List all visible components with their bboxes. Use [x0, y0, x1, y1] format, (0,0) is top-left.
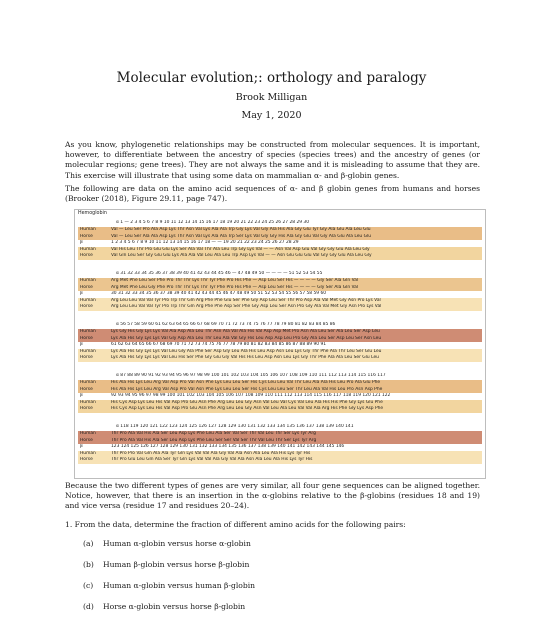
- data-intro-paragraph: The following are data on the amino acid…: [65, 184, 480, 204]
- residue-numbers: α 31 32 33 34 35 36 37 38 39 40 41 42 43…: [116, 271, 323, 276]
- sequence-row: Horse Lys Ala His Gly Lys Lys Val Gly Asp…: [78, 335, 482, 342]
- residue-numbers: α 87 88 89 90 91 92 93 94 95 96 97 98 99…: [116, 373, 386, 378]
- sequence-row: Human Val His Leu Thr Pro Glu Glu Lys Ser…: [78, 246, 482, 253]
- alignment-block: α 1 — 2 3 4 5 6 7 8 9 10 11 12 13 14 15 …: [78, 220, 482, 260]
- residue-numbers: α 56 57 58 59 60 61 62 63 64 65 66 67 68…: [116, 322, 336, 327]
- sequence-row: Human His Cys Asp Lys Leu His Val Asp Pro…: [78, 399, 482, 406]
- intro-paragraph: As you know, phylogenetic relationships …: [65, 140, 480, 180]
- sequence-row: Human Lys Ala His Gly Lys Lys Val Leu Gly…: [78, 348, 482, 355]
- sequence-row: Horse Val Gln Leu Ser Gly Glu Glu Lys Ala…: [78, 253, 482, 260]
- sequence-row: Human Lys Gly His Gly Lys Lys Val Ala Asp…: [78, 329, 482, 336]
- sequence-row: Horse Arg Leu Leu Val Val Tyr Pro Trp Thr…: [78, 304, 482, 311]
- sequence-row: Human Val — Leu Ser Pro Ala Asp Lys Thr A…: [78, 227, 482, 234]
- document-date: May 1, 2020: [241, 110, 302, 121]
- question-text: From the data, determine the fraction of…: [74, 520, 406, 529]
- figure-title: Hemoglobin: [78, 211, 107, 216]
- residue-numbers: α 118 119 120 121 122 123 124 125 126 12…: [116, 424, 354, 429]
- question-item: (d) Horse α-globin versus horse β-globin: [83, 602, 246, 611]
- sequence-row: Horse Lys Ala His Gly Lys Lys Val Leu His…: [78, 355, 482, 362]
- sequence-row: Human Thr Pro Ala Val His Ala Ser Leu Asp…: [78, 431, 482, 438]
- question-item: (a) Human α-globin versus horse α-globin: [83, 539, 251, 548]
- question-item: (c) Human α-globin versus human β-globin: [83, 581, 256, 590]
- document-title: Molecular evolution;: orthology and para…: [116, 70, 427, 86]
- alignment-block: α 87 88 89 90 91 92 93 94 95 96 97 98 99…: [78, 373, 482, 413]
- question-number: 1.: [65, 520, 73, 529]
- residue-numbers: α 1 — 2 3 4 5 6 7 8 9 10 11 12 13 14 15 …: [116, 220, 310, 225]
- sequence-row: Human His Ala His Lys Leu Arg Val Asp Pro…: [78, 380, 482, 387]
- sequence-row: Horse Arg Met Phe Leu Gly Phe Pro Thr Thr…: [78, 284, 482, 291]
- sequence-row: Human Arg Leu Leu Val Val Tyr Pro Trp Thr…: [78, 297, 482, 304]
- sequence-row: Horse Thr Pro Glu Leu Gln Ala Ser Tyr Gln…: [78, 457, 482, 464]
- residue-numbers-beta: β 123 124 125 126 127 128 129 130 131 132…: [80, 444, 345, 449]
- alignment-block: α 31 32 33 34 35 36 37 38 39 40 41 42 43…: [78, 271, 482, 311]
- sequence-row: Human Thr Pro Pro Val Gln Ala Ala Tyr Gln…: [78, 450, 482, 457]
- residue-numbers-beta: β 92 93 94 95 96 97 98 99 100 101 102 103…: [80, 393, 391, 398]
- sequence-row: Horse His Ala His Lys Leu Arg Val Asp Pro…: [78, 386, 482, 393]
- sequence-row: Human Arg Met Phe Leu Ser Phe Pro Thr Thr…: [78, 278, 482, 285]
- author-name: Brook Milligan: [235, 92, 308, 103]
- hemoglobin-alignment-figure: Hemoglobin α 1 — 2 3 4 5 6 7 8 9 10 11 1…: [74, 209, 486, 479]
- alignment-block: α 118 119 120 121 122 123 124 125 126 12…: [78, 424, 482, 464]
- residue-numbers-beta: β 61 62 63 64 65 66 67 68 69 70 71 72 73 …: [80, 342, 327, 347]
- alignment-block: α 56 57 58 59 60 61 62 63 64 65 66 67 68…: [78, 322, 482, 362]
- after-figure-paragraph: Because the two different types of genes…: [65, 481, 480, 511]
- sequence-row: Horse His Cys Asp Lys Leu His Val Asp Pro…: [78, 406, 482, 413]
- question-1: 1. From the data, determine the fraction…: [65, 520, 485, 529]
- residue-numbers-beta: β 30 31 32 33 34 35 36 37 38 39 40 41 42 …: [80, 291, 327, 296]
- question-item: (b) Human β-globin versus horse β-globin: [83, 560, 250, 569]
- sequence-row: Horse Thr Pro Ala Val His Ala Ser Leu Asp…: [78, 437, 482, 444]
- sequence-row: Horse Val — Leu Ser Ala Ala Asp Lys Thr A…: [78, 233, 482, 240]
